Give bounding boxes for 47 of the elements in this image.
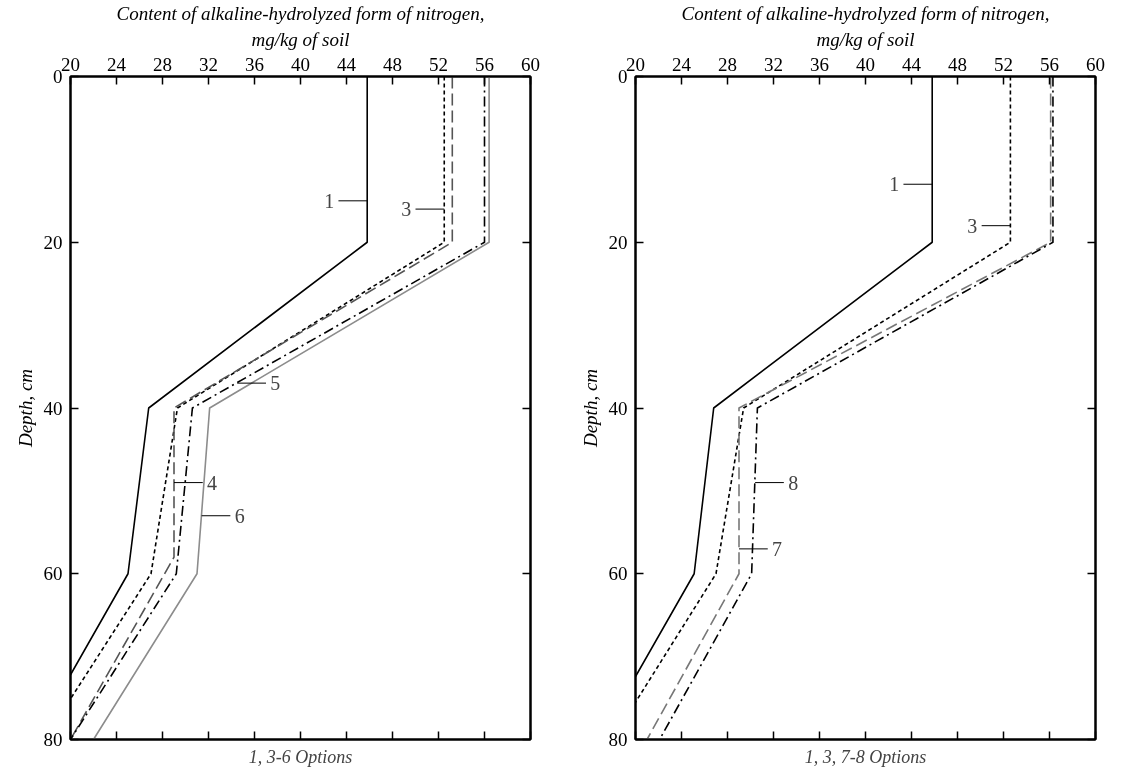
annotation: 8	[788, 471, 799, 494]
annotation: 3	[401, 198, 412, 221]
y-tick-label: 0	[618, 66, 628, 87]
x-tick-label: 36	[810, 53, 829, 75]
x-tick-label: 28	[153, 53, 172, 75]
x-tick-label: 20	[61, 53, 80, 75]
y-axis-title: Depth, cm	[579, 368, 601, 449]
y-tick-label: 60	[608, 563, 628, 585]
x-tick-label: 48	[383, 53, 402, 75]
x-tick-label: 52	[429, 53, 448, 75]
x-tick-label: 44	[337, 53, 357, 75]
x-tick-label: 40	[856, 53, 875, 75]
annotation: 5	[270, 372, 281, 395]
x-tick-label: 20	[626, 53, 645, 75]
x-tick-label: 56	[1040, 53, 1059, 75]
y-tick-label: 0	[53, 66, 63, 87]
annotation: 1	[889, 173, 900, 196]
annotation: 3	[967, 214, 978, 237]
annotation: 7	[772, 537, 783, 560]
x-tick-label: 32	[199, 53, 218, 75]
y-tick-label: 20	[43, 231, 63, 253]
x-tick-label: 32	[764, 53, 783, 75]
x-tick-label: 36	[245, 53, 264, 75]
annotation: 6	[234, 504, 245, 527]
x-tick-label: 60	[521, 53, 540, 75]
text: 1, 3, 7-8 Options	[804, 746, 927, 767]
y-tick-label: 40	[43, 397, 63, 419]
text: 1, 3-6 Options	[248, 746, 353, 767]
y-tick-label: 40	[608, 397, 628, 419]
x-tick-label: 24	[672, 53, 692, 75]
x-tick-label: 48	[948, 53, 967, 75]
y-tick-label: 60	[43, 563, 63, 585]
x-tick-label: 52	[994, 53, 1013, 75]
x-tick-label: 60	[1086, 53, 1105, 75]
y-tick-label: 20	[608, 231, 628, 253]
x-tick-label: 56	[475, 53, 494, 75]
x-axis-title: Content of alkaline-hydrolyzed form of nitrogen, mg/kg of soil	[116, 3, 485, 50]
annotation: 4	[207, 471, 218, 494]
x-axis-title: Content of alkaline-hydrolyzed form of nitrogen, mg/kg of soil	[681, 3, 1050, 50]
annotation: 1	[324, 189, 335, 212]
x-tick-label: 24	[107, 53, 127, 75]
y-tick-label: 80	[43, 729, 63, 750]
x-tick-label: 44	[902, 53, 922, 75]
x-tick-label: 40	[291, 53, 310, 75]
x-tick-label: 28	[718, 53, 737, 75]
y-tick-label: 80	[608, 729, 628, 750]
y-axis-title: Depth, cm	[14, 368, 36, 449]
